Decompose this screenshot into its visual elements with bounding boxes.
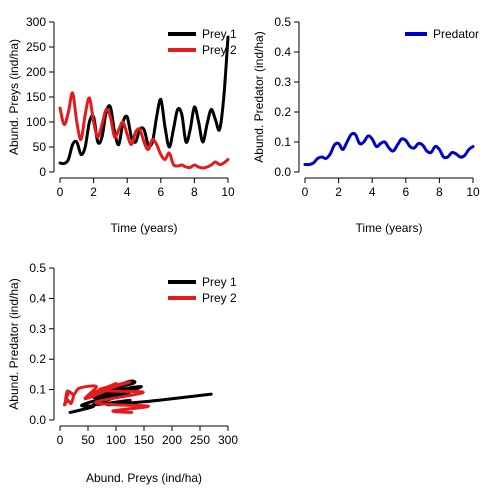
y-axis: 0.0 0.1 0.2 0.3 0.4 0.5 (274, 15, 300, 179)
y-tick-label: 0.1 (29, 383, 46, 397)
y-tick-label: 50 (33, 140, 47, 154)
series-line-prey-2 (58, 91, 230, 170)
y-tick-label: 150 (26, 90, 46, 104)
x-tick-label: 6 (402, 185, 409, 199)
x-tick-label: 8 (191, 185, 198, 199)
y-tick-label: 0.3 (274, 75, 291, 89)
x-tick-label: 0 (302, 185, 309, 199)
x-tick-label: 10 (466, 185, 480, 199)
y-tick-label: 0.0 (29, 413, 46, 427)
y-tick-label: 250 (26, 40, 46, 54)
x-axis: 0 2 4 6 8 10 (302, 177, 480, 199)
y-tick-label: 0.5 (274, 15, 291, 29)
x-axis: 0 2 4 6 8 10 (57, 177, 235, 199)
x-tick-label: 300 (218, 433, 238, 447)
series-line-prey-1 (58, 35, 230, 166)
x-axis-label: Time (years) (356, 221, 423, 235)
x-axis: 0 50 100 150 200 250 300 (57, 425, 238, 447)
y-tick-label: 0.4 (29, 291, 46, 305)
legend-label: Prey 1 (202, 275, 237, 289)
legend-label: Prey 1 (202, 27, 237, 41)
y-tick-label: 0.3 (29, 322, 46, 336)
y-tick-label: 0.2 (274, 105, 291, 119)
x-tick-label: 200 (162, 433, 182, 447)
y-axis-label: Abund. Predator (ind/ha) (7, 278, 21, 409)
legend: Predator (405, 27, 479, 41)
x-tick-label: 8 (436, 185, 443, 199)
y-tick-label: 300 (26, 15, 46, 29)
y-axis-label: Abund. Preys (ind/ha) (7, 39, 21, 155)
x-tick-label: 0 (57, 433, 64, 447)
chart-panel-3: 0 50 100 150 200 250 300 0.0 0.1 0.2 0.3 0.4 0.5 Abun… (7, 261, 238, 485)
x-tick-label: 6 (157, 185, 164, 199)
x-axis-label: Time (years) (111, 221, 178, 235)
x-tick-label: 4 (369, 185, 376, 199)
y-tick-label: 0.2 (29, 352, 46, 366)
y-axis: 0.0 0.1 0.2 0.3 0.4 0.5 (29, 261, 55, 427)
legend: Prey 1 Prey 2 (168, 275, 237, 305)
x-axis-label: Abund. Preys (ind/ha) (86, 471, 202, 485)
x-tick-label: 4 (124, 185, 131, 199)
x-tick-label: 100 (106, 433, 126, 447)
legend-label: Predator (433, 27, 479, 41)
y-tick-label: 100 (26, 115, 46, 129)
x-tick-label: 2 (90, 185, 97, 199)
x-tick-label: 150 (134, 433, 154, 447)
x-tick-label: 250 (190, 433, 210, 447)
y-axis: 0 50 100 150 200 250 300 (26, 15, 55, 179)
y-tick-label: 0.1 (274, 135, 291, 149)
chart-panel-2: 0 2 4 6 8 10 0.0 0.1 0.2 0.3 0.4 0.5 Time (years) Abu… (252, 15, 480, 235)
x-tick-label: 2 (335, 185, 342, 199)
y-tick-label: 0 (39, 165, 46, 179)
y-axis-label: Abund. Predator (ind/ha) (252, 31, 266, 162)
y-tick-label: 0.4 (274, 45, 291, 59)
y-tick-label: 0.0 (274, 165, 291, 179)
y-tick-label: 0.5 (29, 261, 46, 275)
y-tick-label: 200 (26, 65, 46, 79)
legend-label: Prey 2 (202, 43, 237, 57)
x-tick-label: 10 (221, 185, 235, 199)
legend-label: Prey 2 (202, 291, 237, 305)
legend: Prey 1 Prey 2 (168, 27, 237, 57)
x-tick-label: 50 (81, 433, 95, 447)
x-tick-label: 0 (57, 185, 64, 199)
series-line-predator (303, 131, 475, 167)
series-line-prey-2 (62, 380, 150, 414)
